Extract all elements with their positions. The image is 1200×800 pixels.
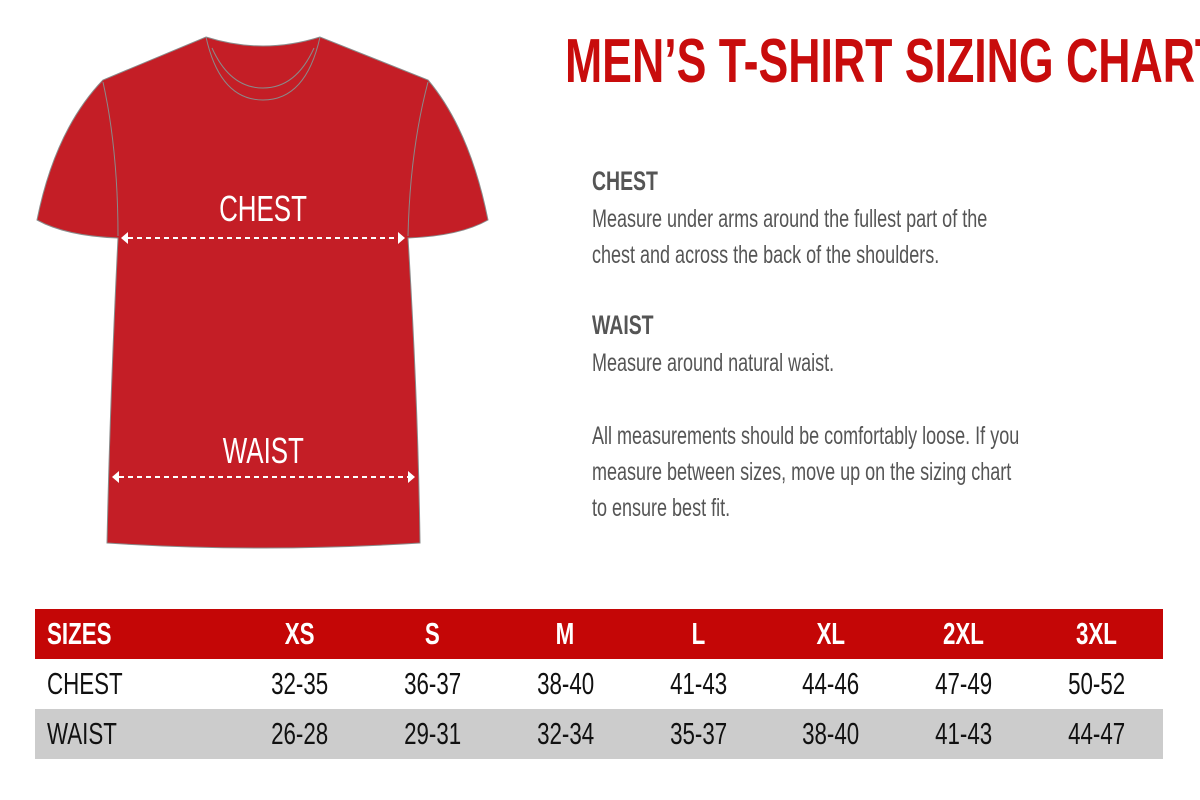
table-cell: 36-37 <box>403 666 462 701</box>
waist-description: Measure around natural waist. <box>592 349 835 377</box>
chest-heading: CHEST <box>592 166 658 196</box>
header-cell: 2XL <box>943 616 985 651</box>
page-title: MEN’S T-SHIRT SIZING CHART <box>565 27 1200 96</box>
size-table: SIZES XS S M L XL 2XL 3XL CHEST 32-35 36… <box>35 609 1163 759</box>
chest-measure-arrow <box>121 232 405 244</box>
table-row-waist: WAIST 26-28 29-31 32-34 35-37 38-40 41-4… <box>35 709 1163 759</box>
table-cell: 41-43 <box>669 666 727 701</box>
fit-note: All measurements should be comfortably l… <box>592 422 1020 522</box>
tshirt-collar <box>205 36 321 101</box>
table-row-chest: CHEST 32-35 36-37 38-40 41-43 44-46 47-4… <box>35 659 1163 709</box>
row-label: WAIST <box>47 716 117 751</box>
table-cell: 50-52 <box>1068 666 1126 701</box>
header-cell: L <box>691 616 705 651</box>
table-cell: 44-46 <box>802 666 860 701</box>
tshirt-seams <box>102 81 429 237</box>
table-cell: 38-40 <box>536 666 594 701</box>
table-cell: 44-47 <box>1068 716 1126 751</box>
table-header-row: SIZES XS S M L XL 2XL 3XL <box>35 609 1163 659</box>
table-cell: 38-40 <box>802 716 860 751</box>
row-label: CHEST <box>47 666 123 701</box>
waist-heading: WAIST <box>592 310 654 340</box>
chest-label: CHEST <box>219 188 307 229</box>
table-cell: 41-43 <box>935 716 993 751</box>
header-cell: SIZES <box>47 616 112 651</box>
header-cell: S <box>425 616 440 651</box>
tshirt-illustration <box>36 36 489 549</box>
table-cell: 32-34 <box>536 716 594 751</box>
chest-description: Measure under arms around the fullest pa… <box>592 205 988 269</box>
tshirt-body <box>36 36 489 549</box>
table-cell: 26-28 <box>271 716 329 751</box>
table-cell: 35-37 <box>669 716 727 751</box>
header-cell: XS <box>284 616 315 651</box>
waist-measure-arrow <box>112 471 415 483</box>
table-cell: 47-49 <box>935 666 993 701</box>
header-cell: XL <box>816 616 846 651</box>
header-cell: M <box>556 616 575 651</box>
table-cell: 32-35 <box>271 666 329 701</box>
table-cell: 29-31 <box>403 716 462 751</box>
waist-label: WAIST <box>222 430 304 471</box>
header-cell: 3XL <box>1076 616 1118 651</box>
